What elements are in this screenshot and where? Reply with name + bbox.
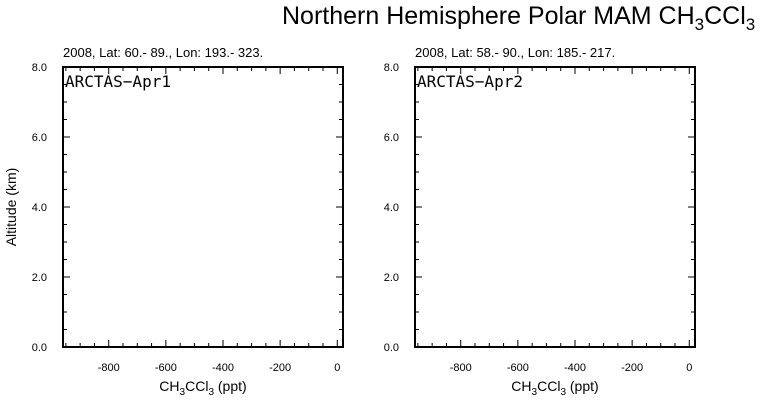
x-tick-label: -400: [212, 362, 234, 374]
x-tick-label: -400: [564, 362, 586, 374]
plot-frame: [414, 66, 696, 348]
chart-panel-2: -800 -600 -400 -200 0 0.0 2.0 4.0 6.0 8.0 2008, La…: [384, 45, 696, 398]
x-axis-title-subscript: 3: [532, 387, 538, 398]
y-tick-label: 8.0: [384, 62, 399, 74]
y-tick-label: 6.0: [32, 132, 47, 144]
y-tick-label: 0.0: [384, 342, 399, 354]
x-tick-label: -600: [155, 362, 177, 374]
x-axis-title-part: CCl: [537, 378, 560, 394]
x-tick-label: -800: [98, 362, 120, 374]
y-tick-label: 2.0: [32, 272, 47, 284]
panel-subtitle: 2008, Lat: 60.- 89., Lon: 193.- 323.: [63, 45, 263, 60]
y-tick-label: 4.0: [384, 202, 399, 214]
x-axis-title-subscript: 3: [208, 387, 214, 398]
x-axis-title-part: CH: [511, 378, 531, 394]
panel-subtitle: 2008, Lat: 58.- 90., Lon: 185.- 217.: [415, 45, 615, 60]
x-tick-label: -200: [621, 362, 643, 374]
y-tick-label: 6.0: [384, 132, 399, 144]
x-tick-label: -200: [269, 362, 291, 374]
x-axis-title-part: CCl: [185, 378, 208, 394]
y-tick-label: 8.0: [32, 62, 47, 74]
y-tick-label: 0.0: [32, 342, 47, 354]
x-axis-title-part: (ppt): [214, 378, 247, 394]
y-axis-title: Altitude (km): [3, 168, 19, 247]
y-tick-label: 4.0: [32, 202, 47, 214]
x-axis-title: CH3CCl3 (ppt): [511, 378, 598, 398]
y-tick-label: 2.0: [384, 272, 399, 284]
campaign-label: ARCTAS−Apr1: [65, 72, 171, 91]
x-tick-label: -600: [507, 362, 529, 374]
x-axis-title-part: (ppt): [566, 378, 599, 394]
x-axis-title: CH3CCl3 (ppt): [159, 378, 246, 398]
plot-frame: [62, 66, 344, 348]
x-axis-title-part: CH: [159, 378, 179, 394]
x-axis-title-subscript: 3: [560, 387, 566, 398]
x-tick-label: -800: [450, 362, 472, 374]
chart-panel-1: -800 -600 -400 -200 0 0.0 2.0 4.0 6.0 8.0 2008, La…: [3, 45, 344, 398]
x-axis-title-subscript: 3: [180, 387, 186, 398]
x-tick-label: 0: [686, 362, 692, 374]
figure-title: Northern Hemisphere Polar MAM CH3CCl3: [282, 2, 756, 34]
x-tick-label: 0: [334, 362, 340, 374]
campaign-label: ARCTAS−Apr2: [417, 72, 523, 91]
